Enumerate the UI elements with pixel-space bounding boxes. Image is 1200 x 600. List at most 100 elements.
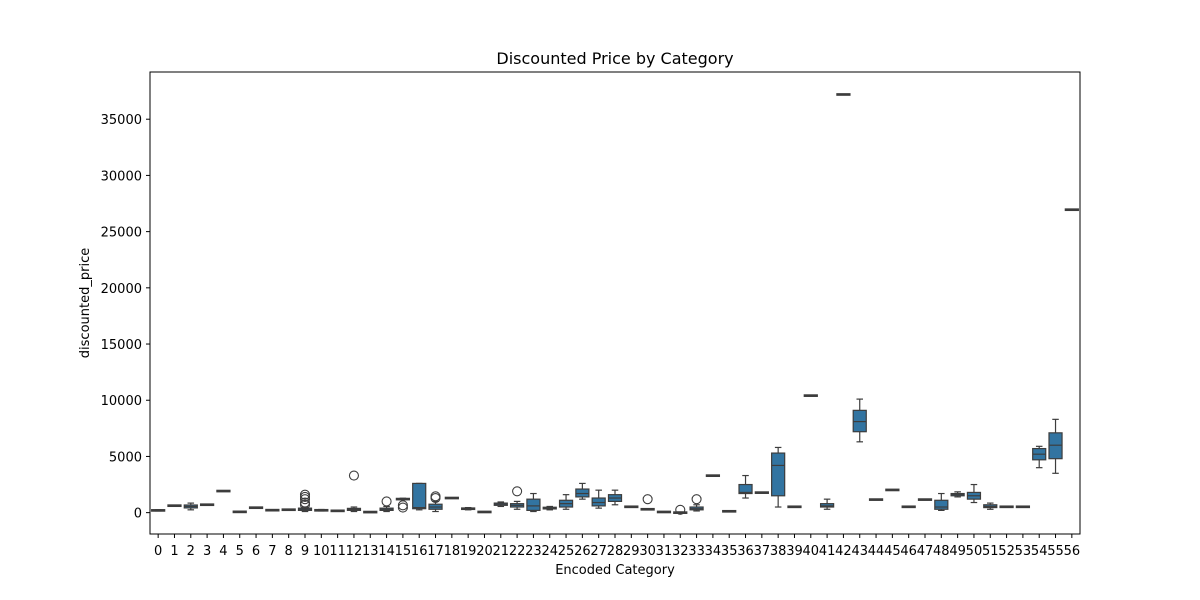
- box-51: [983, 502, 998, 510]
- box-39: [787, 505, 802, 509]
- box-3: [199, 503, 215, 507]
- box-45: [885, 488, 900, 492]
- x-tick-label: 31: [656, 544, 673, 559]
- box-32: [673, 504, 688, 515]
- x-tick-label: 39: [786, 544, 803, 559]
- x-tick-label: 22: [509, 544, 526, 559]
- box-35: [722, 509, 737, 513]
- x-tick-label: 45: [884, 544, 901, 559]
- x-tick-label: 11: [329, 544, 346, 559]
- box-36: [738, 474, 753, 499]
- x-tick-label: 10: [313, 544, 330, 559]
- box-27: [591, 489, 606, 509]
- box-17: [428, 491, 443, 513]
- box-9: [297, 489, 313, 513]
- x-tick-label: 19: [460, 544, 477, 559]
- box-21: [493, 501, 508, 508]
- outlier-point: [512, 486, 523, 497]
- box-19: [461, 506, 476, 511]
- y-tick-label: 30000: [101, 169, 142, 184]
- box-15: [395, 497, 411, 513]
- x-tick-label: 37: [754, 544, 771, 559]
- plot-area-frame: [149, 71, 1081, 535]
- x-tick-label: 30: [639, 544, 656, 559]
- box-43: [852, 398, 867, 443]
- x-tick-label: 27: [590, 544, 607, 559]
- outlier-point: [430, 491, 441, 502]
- x-tick-label: 32: [672, 544, 689, 559]
- x-tick-label: 4: [219, 544, 227, 559]
- box-47: [917, 498, 933, 501]
- x-tick-label: 49: [949, 544, 966, 559]
- x-tick-label: 3: [203, 544, 211, 559]
- x-tick-label: 29: [623, 544, 640, 559]
- box-iqr: [738, 483, 753, 495]
- box-46: [901, 505, 916, 509]
- x-tick-label: 56: [1064, 544, 1081, 559]
- x-tick-label: 48: [933, 544, 950, 559]
- x-tick-label: 51: [982, 544, 999, 559]
- x-tick-label: 50: [966, 544, 983, 559]
- box-31: [656, 510, 672, 514]
- box-55: [1048, 418, 1063, 474]
- x-tick-label: 26: [574, 544, 591, 559]
- outlier-point: [381, 496, 392, 507]
- x-tick-label: 35: [721, 544, 738, 559]
- box-48: [934, 492, 949, 511]
- box-22: [509, 486, 525, 510]
- y-tick-label: 10000: [101, 394, 142, 409]
- box-24: [542, 505, 557, 511]
- x-tick-label: 17: [427, 544, 444, 559]
- box-1: [167, 504, 182, 508]
- boxes: [151, 93, 1079, 515]
- x-tick-label: 43: [851, 544, 868, 559]
- box-4: [216, 489, 231, 493]
- box-6: [248, 506, 264, 510]
- x-tick-label: 9: [301, 544, 309, 559]
- x-tick-label: 38: [770, 544, 787, 559]
- x-tick-label: 14: [378, 544, 395, 559]
- box-50: [966, 483, 982, 504]
- box-53: [1015, 505, 1031, 509]
- x-tick-label: 12: [346, 544, 363, 559]
- x-tick-label: 21: [493, 544, 510, 559]
- x-tick-label: 40: [803, 544, 820, 559]
- box-25: [558, 494, 574, 510]
- x-tick-label: 1: [170, 544, 178, 559]
- outlier-point: [299, 489, 311, 500]
- y-tick-label: 20000: [101, 282, 142, 297]
- box-0: [151, 509, 166, 512]
- box-18: [444, 496, 459, 500]
- box-56: [1064, 208, 1079, 212]
- x-tick-label: 13: [362, 544, 379, 559]
- box-30: [640, 494, 655, 511]
- box-40: [803, 394, 818, 397]
- outlier-point: [348, 470, 359, 481]
- x-tick-label: 5: [236, 544, 244, 559]
- box-20: [477, 510, 492, 514]
- box-26: [575, 482, 590, 500]
- x-tick-label: 55: [1047, 544, 1064, 559]
- x-tick-label: 36: [737, 544, 754, 559]
- x-tick-label: 46: [900, 544, 917, 559]
- y-axis-label: discounted_price: [78, 248, 93, 358]
- y-axis: 0 5000 10000 15000 20000 25000 30000 35000: [101, 113, 150, 522]
- x-tick-label: 52: [998, 544, 1015, 559]
- box-37: [754, 491, 769, 494]
- box-14: [379, 496, 394, 513]
- outlier-point: [691, 494, 702, 505]
- box-23: [526, 492, 541, 513]
- outlier-point: [397, 502, 408, 513]
- x-tick-label: 20: [476, 544, 493, 559]
- box-11: [330, 509, 345, 513]
- box-5: [232, 510, 247, 514]
- box-42: [836, 93, 851, 96]
- box-12: [346, 470, 362, 513]
- x-tick-label: 33: [688, 544, 705, 559]
- x-tick-label: 2: [187, 544, 195, 559]
- x-tick-label: 6: [252, 544, 260, 559]
- box-2: [183, 502, 198, 511]
- outlier-point: [675, 504, 686, 515]
- box-28: [607, 489, 623, 506]
- box-34: [705, 474, 721, 478]
